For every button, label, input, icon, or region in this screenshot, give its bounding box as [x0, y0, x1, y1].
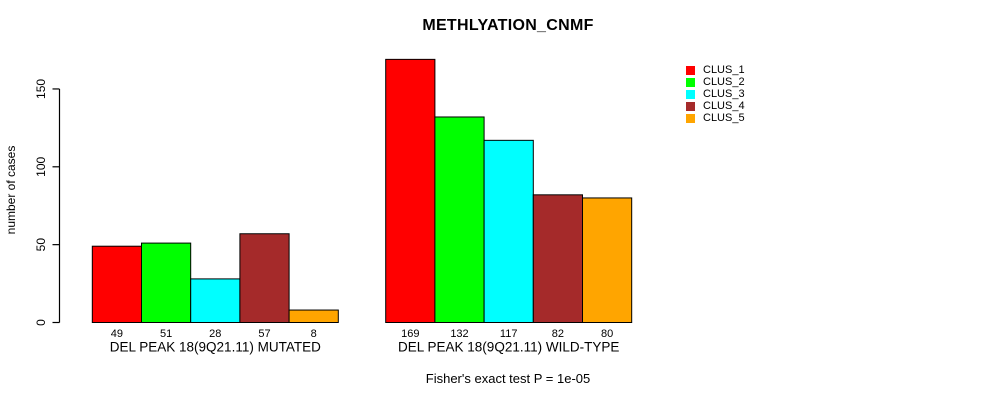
bar-value-label: 28 [209, 328, 221, 340]
bar-value-label: 132 [450, 328, 468, 340]
x-axis-group-label: DEL PEAK 18(9Q21.11) WILD-TYPE [398, 340, 619, 355]
legend-item: CLUS_2 [686, 76, 745, 88]
bar-clus_1-group1 [91, 245, 143, 323]
bar-value-label: 8 [311, 328, 317, 340]
bar-clus_2-group2 [434, 116, 485, 323]
legend-swatch [686, 65, 695, 75]
bar-value-label: 169 [401, 328, 419, 340]
bar-clus_4-group1 [239, 233, 290, 324]
statistical-test-footnote: Fisher's exact test P = 1e-05 [425, 371, 591, 386]
legend-swatch [686, 101, 695, 111]
legend-item: CLUS_3 [686, 88, 745, 100]
y-axis-tick-label: 150 [34, 79, 48, 99]
bar-clus_5-group2 [582, 197, 633, 323]
bar-value-label: 80 [601, 328, 613, 340]
legend-label: CLUS_2 [703, 76, 745, 88]
legend-label: CLUS_4 [703, 100, 745, 112]
legend-item: CLUS_4 [686, 100, 745, 112]
x-axis-group-label: DEL PEAK 18(9Q21.11) MUTATED [110, 340, 321, 355]
bar-value-label: 117 [500, 328, 518, 340]
bar-clus_4-group2 [532, 194, 583, 324]
bar-value-label: 57 [258, 328, 270, 340]
legend-label: CLUS_5 [703, 112, 745, 124]
bar-value-label: 82 [552, 328, 564, 340]
legend-swatch [686, 89, 695, 99]
bar-clus_3-group1 [190, 278, 241, 323]
y-axis-tick-label: 100 [34, 156, 48, 176]
bar-clus_1-group2 [385, 58, 436, 323]
legend-item: CLUS_5 [686, 112, 745, 124]
bar-clus_5-group1 [288, 309, 339, 324]
y-axis-tick-label: 50 [34, 238, 48, 252]
bar-value-label: 49 [111, 328, 123, 340]
legend-label: CLUS_3 [703, 88, 745, 100]
legend-swatch [686, 113, 695, 123]
chart-title: METHLYATION_CNMF [422, 17, 594, 34]
legend-swatch [686, 77, 695, 87]
legend-item: CLUS_1 [686, 64, 745, 76]
bar-clus_2-group1 [141, 242, 192, 323]
y-axis-tick-label: 0 [34, 319, 48, 326]
bar-clus_3-group2 [483, 139, 534, 323]
bar-value-label: 51 [160, 328, 172, 340]
legend-label: CLUS_1 [703, 64, 745, 76]
legend: CLUS_1 CLUS_2 CLUS_3 CLUS_4 CLUS_5 [686, 64, 745, 124]
